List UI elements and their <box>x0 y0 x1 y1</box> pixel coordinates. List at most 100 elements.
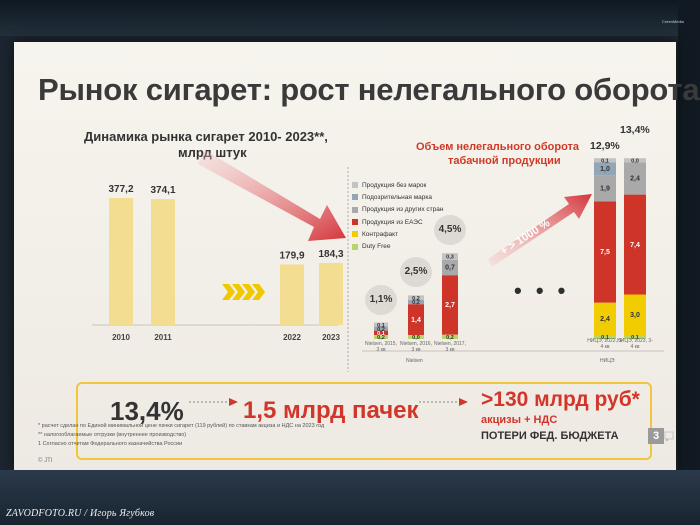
right-chart-title-line2: табачной продукции <box>448 155 561 167</box>
stack-segment <box>594 302 616 335</box>
arrow-head-icon <box>459 398 468 406</box>
left-bar-2011 <box>151 199 175 325</box>
legend-swatch <box>352 231 358 238</box>
stack-segment-label: 2,4 <box>600 316 610 323</box>
legend-item: Duty Free <box>352 240 443 252</box>
stack-segment <box>408 304 424 335</box>
stack-segment <box>374 326 388 331</box>
legend-swatch <box>352 194 358 201</box>
truck-icon <box>664 431 674 442</box>
stack-segment <box>624 335 646 339</box>
legend-swatch <box>352 243 358 250</box>
left-bar-2023 <box>319 262 343 325</box>
stack-segment-label: 2,4 <box>630 176 640 183</box>
stack-segment <box>594 158 616 163</box>
left-bar-value-label: 179,9 <box>279 250 304 261</box>
legend-item: Продукция из других стран <box>352 204 443 216</box>
footnote-2: ** налогооблагаемые отгрузки (внутреннее… <box>38 432 187 438</box>
legend-label: Подозрительная марка <box>362 193 433 201</box>
copyright: © JTI <box>38 458 53 464</box>
source-label: Nielsen <box>406 358 423 364</box>
share-label: 12,9% <box>590 140 620 153</box>
right-chart-title: Объем нелегального оборота <box>416 141 580 153</box>
room-floor <box>0 470 700 525</box>
stack-segment-label: 1,0 <box>600 166 610 173</box>
stack-segment <box>624 194 646 295</box>
stack-segment-label: 0,7 <box>445 265 455 272</box>
stack-segment-label: 0,2 <box>412 296 420 302</box>
share-label: 1,1% <box>365 284 397 315</box>
growth-arrow: + > 1000 % <box>488 194 592 267</box>
left-bar-value-label: 377,2 <box>108 184 133 195</box>
left-chart-title: Динамика рынка сигарет 2010- 2023**, <box>84 129 328 144</box>
left-tick-label: 2022 <box>283 333 301 342</box>
illegal-share-value: 13,4% <box>110 396 184 426</box>
chevron-icon <box>242 284 255 300</box>
slide-title: Рынок сигарет: рост нелегального оборота <box>38 72 700 107</box>
stack-segment <box>408 295 424 300</box>
stack-segment-label: 1,9 <box>600 186 610 193</box>
legend-item: Продукция из ЕАЭС <box>352 216 443 228</box>
stack-segment <box>442 334 458 339</box>
legend-swatch <box>352 182 358 189</box>
stack-segment-label: 0,1 <box>631 335 639 341</box>
legend-item: Продукция без марок <box>352 179 443 191</box>
right-bar-group: 0,20,10,20,10,01,40,20,20,22,70,70,30,12… <box>374 158 646 341</box>
legend-item: Подозрительная марка <box>352 191 443 203</box>
stack-segment-label: 0,2 <box>377 327 385 333</box>
stack-segment-label: 1,4 <box>411 317 421 324</box>
page-number: 3 <box>648 428 664 444</box>
stack-segment <box>442 275 458 335</box>
growth-arrow-shape <box>488 194 592 267</box>
right-tick-label: Nielsen, 2016, 3 кв <box>400 341 432 353</box>
projector-wall-right <box>678 0 700 525</box>
share-label: 13,4% <box>620 124 650 137</box>
stack-segment <box>374 330 388 335</box>
stack-segment-label: 0,1 <box>601 335 609 341</box>
left-tick-label: 2011 <box>154 333 172 342</box>
chevron-icon <box>232 284 245 300</box>
presentation-slide: Рынок сигарет: рост нелегального оборота… <box>14 42 700 470</box>
right-tick-label: Nielsen, 2017, 3 кв <box>434 341 466 353</box>
arrow-head-icon <box>229 398 238 406</box>
left-bar-2010 <box>109 198 133 325</box>
source-label: НИЦЭ <box>600 358 615 364</box>
bottom-arrow-1 <box>189 398 238 406</box>
stack-segment-label: 0,1 <box>601 158 609 164</box>
legend: Продукция без марок Подозрительная марка П… <box>352 179 443 253</box>
decrease-arrow-shape <box>198 150 346 241</box>
taxes-label: акцизы + НДС <box>481 414 558 426</box>
right-tick-label: НИЦЭ, 2022, 3-4 кв <box>587 338 623 350</box>
left-chart-unit: млрд штук <box>178 145 247 160</box>
growth-arrow-label: + > 1000 % <box>498 217 552 258</box>
footnote-3: 1 Согласно отчетам Федерального казначей… <box>38 441 183 447</box>
stack-segment <box>594 201 616 303</box>
stack-segment-label: 0,2 <box>446 335 454 341</box>
stack-segment-label: 0,3 <box>446 255 454 261</box>
bottom-arrow-2 <box>419 398 468 406</box>
legend-label: Duty Free <box>362 243 391 251</box>
stack-segment <box>374 335 388 339</box>
chart-canvas: + > 1000 % 377,2 2010 374,1 2011 179,9 2022 18… <box>92 150 674 442</box>
legend-swatch <box>352 219 358 226</box>
stack-segment-label: 0,0 <box>631 158 639 164</box>
stack-segment <box>624 294 646 335</box>
stack-segment-label: 0,1 <box>377 323 385 329</box>
stack-segment-label: 3,0 <box>630 312 640 319</box>
stack-segment-label: 0,2 <box>412 300 420 306</box>
photo-watermark: ZAVODFOTO.RU / Игорь Ягубков <box>6 508 155 519</box>
stack-segment <box>442 259 458 276</box>
chevron-icon <box>252 284 265 300</box>
stack-segment-label: 0,2 <box>377 335 385 341</box>
screen-brand-label: CreenMedia <box>662 19 684 24</box>
stack-segment <box>624 158 646 163</box>
stack-segment-label: 0,1 <box>377 331 385 337</box>
stack-segment <box>442 253 458 260</box>
stack-segment <box>408 299 424 305</box>
stack-segment-label: 7,5 <box>600 249 610 256</box>
stack-segment <box>408 335 424 339</box>
stack-segment <box>624 162 646 195</box>
projector-wall <box>0 0 700 36</box>
legend-label: Продукция без марок <box>362 181 427 189</box>
legend-label: Контрафакт <box>362 230 399 238</box>
